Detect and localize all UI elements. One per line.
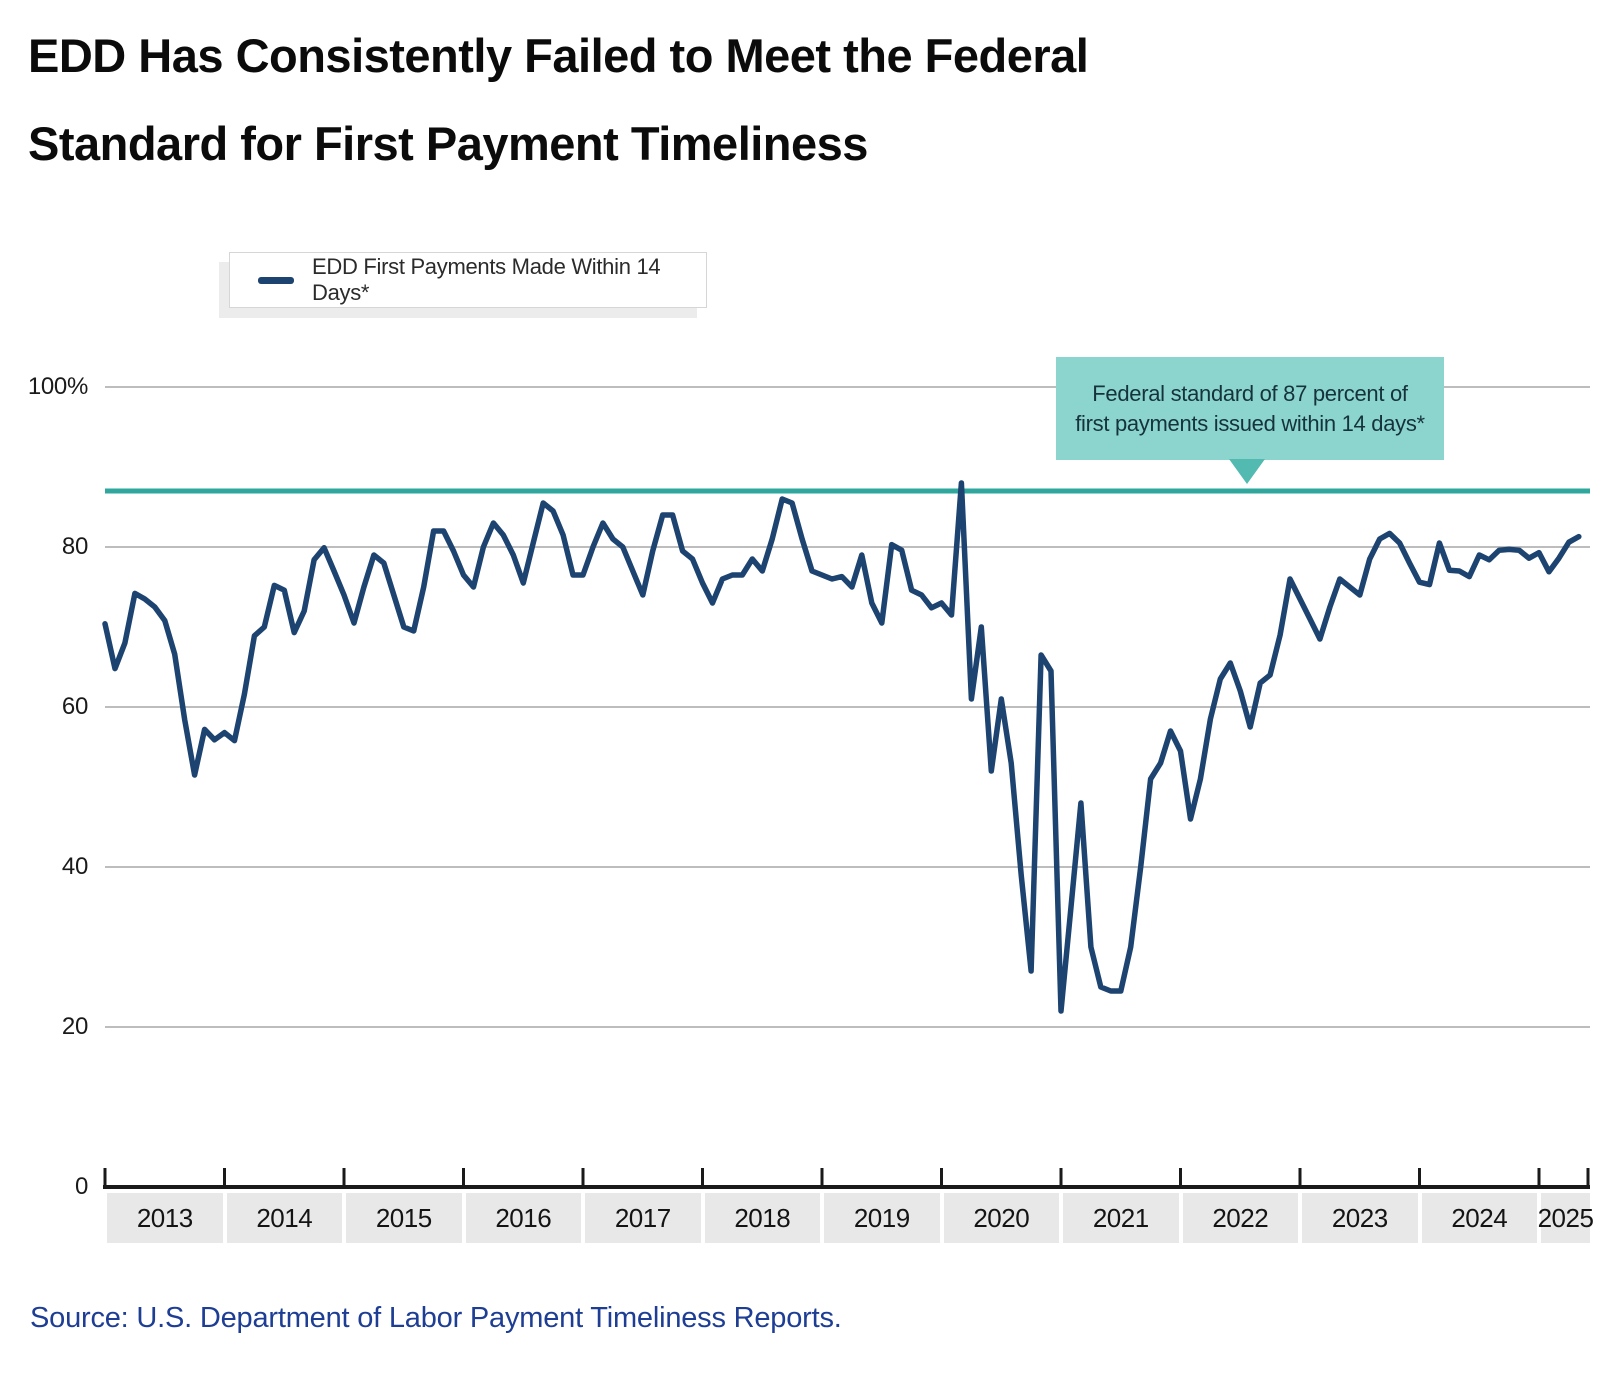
annotation-line-2: first payments issued within 14 days* — [1075, 410, 1425, 436]
legend: EDD First Payments Made Within 14 Days* — [229, 252, 707, 308]
federal-standard-annotation: Federal standard of 87 percent of first … — [1056, 357, 1444, 460]
legend-label: EDD First Payments Made Within 14 Days* — [312, 254, 661, 305]
y-tick-label-40: 40 — [61, 853, 88, 880]
year-label-2015: 2015 — [346, 1193, 462, 1243]
year-label-2024: 2024 — [1421, 1193, 1537, 1243]
chart-title: EDD Has Consistently Failed to Meet the … — [28, 12, 1568, 188]
year-label-2020: 2020 — [943, 1193, 1059, 1243]
year-label-2022: 2022 — [1182, 1193, 1298, 1243]
data-line — [102, 480, 1582, 1014]
year-label-2019: 2019 — [824, 1193, 940, 1243]
year-label-2021: 2021 — [1063, 1193, 1179, 1243]
y-tick-label-60: 60 — [61, 693, 88, 720]
year-label-2016: 2016 — [465, 1193, 581, 1243]
chart-title-line-2: Standard for First Payment Timeliness — [28, 117, 868, 170]
annotation-pointer-arrow-icon — [1229, 459, 1265, 484]
year-label-2013: 2013 — [107, 1193, 223, 1243]
x-axis-year-band: 2013 2014 2015 2016 2017 2018 2019 2020 2021 2022… — [0, 1193, 1618, 1243]
annotation-line-1: Federal standard of 87 percent of — [1092, 380, 1408, 406]
year-label-2017: 2017 — [585, 1193, 701, 1243]
y-tick-label-100: 100% — [27, 373, 88, 400]
source-note: Source: U.S. Department of Labor Payment… — [30, 1302, 842, 1334]
year-label-2023: 2023 — [1302, 1193, 1418, 1243]
y-tick-label-0: 0 — [74, 1173, 88, 1200]
year-label-2025: 2025 — [1538, 1193, 1594, 1243]
y-tick-label-20: 20 — [61, 1013, 88, 1040]
chart-title-line-1: EDD Has Consistently Failed to Meet the … — [28, 29, 1089, 82]
y-tick-label-80: 80 — [61, 533, 88, 560]
year-label-2014: 2014 — [226, 1193, 342, 1243]
year-label-2018: 2018 — [704, 1193, 820, 1243]
legend-line-swatch — [258, 276, 294, 284]
